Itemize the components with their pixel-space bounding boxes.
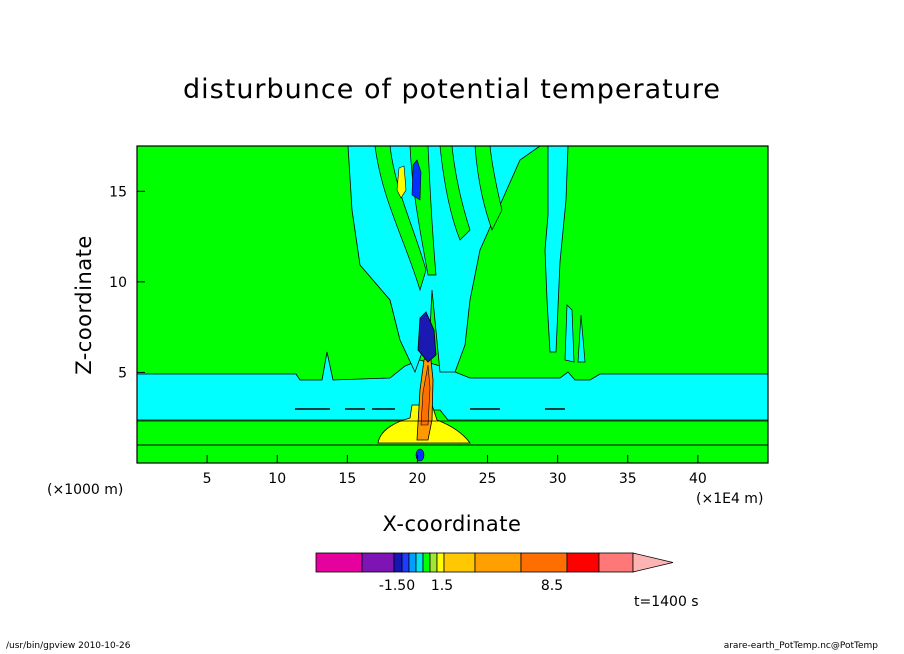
colorbar-segment bbox=[598, 552, 634, 573]
x-axis-scale-note: (×1E4 m) bbox=[696, 491, 764, 507]
colorbar-segment bbox=[401, 552, 410, 573]
colorbar-segment bbox=[474, 552, 522, 573]
x-tick-label: 40 bbox=[689, 471, 707, 487]
colorbar bbox=[315, 552, 674, 573]
y-axis-label: Z-coordinate bbox=[72, 235, 96, 375]
colorbar-segment bbox=[415, 552, 424, 573]
bottom-blue-blob bbox=[415, 448, 425, 462]
cold-tower bbox=[417, 311, 437, 363]
green-streaks bbox=[374, 146, 503, 292]
footer-left-text: /usr/bin/gpview 2010-10-26 bbox=[6, 641, 131, 651]
bottom-strip bbox=[137, 445, 768, 463]
yellow-blob-upper bbox=[396, 165, 407, 199]
colorbar-tick-label: 8.5 bbox=[541, 578, 563, 594]
x-axis-label: X-coordinate bbox=[382, 512, 522, 536]
colorbar-segment bbox=[520, 552, 568, 573]
x-tick-label: 35 bbox=[619, 471, 637, 487]
y-tick-label: 15 bbox=[109, 184, 127, 200]
plot-frame bbox=[136, 145, 769, 464]
contour-field bbox=[137, 146, 768, 463]
colorbar-segment bbox=[443, 552, 476, 573]
colorbar-segment bbox=[436, 552, 445, 573]
colorbar-labels: -1.50 1.5 8.5 bbox=[379, 578, 563, 594]
y-tick-label: 10 bbox=[109, 275, 127, 291]
colorbar-segment bbox=[361, 552, 395, 573]
cyan-spike-right bbox=[564, 304, 586, 363]
x-tick-label: 20 bbox=[409, 471, 427, 487]
y-axis-ticks: 5 10 15 bbox=[109, 184, 145, 381]
colorbar-tick-label: -1.50 bbox=[379, 578, 415, 594]
y-tick-label: 5 bbox=[118, 365, 127, 381]
colorbar-segment bbox=[422, 552, 431, 573]
x-axis-unit: (×1000 m) bbox=[47, 482, 124, 498]
cyan-horizontal-band bbox=[137, 351, 768, 421]
x-tick-label: 30 bbox=[549, 471, 567, 487]
colorbar-extend-arrow bbox=[632, 552, 674, 573]
colorbar-segment bbox=[566, 552, 600, 573]
colorbar-segment bbox=[429, 552, 438, 573]
x-tick-label: 5 bbox=[203, 471, 212, 487]
footer-right-text: arare-earth_PotTemp.nc@PotTemp bbox=[723, 641, 878, 651]
time-label: t=1400 s bbox=[634, 594, 699, 610]
x-axis-ticks: 5 10 15 20 25 30 35 40 bbox=[203, 455, 707, 487]
x-tick-label: 15 bbox=[338, 471, 356, 487]
warm-core-inner bbox=[420, 364, 431, 426]
colorbar-segment bbox=[408, 552, 417, 573]
colorbar-segment bbox=[393, 552, 403, 573]
colorbar-tick-label: 1.5 bbox=[431, 578, 453, 594]
x-tick-label: 25 bbox=[479, 471, 497, 487]
cold-tower-upper bbox=[411, 159, 422, 201]
x-tick-label: 10 bbox=[268, 471, 286, 487]
chart-title: disturbunce of potential temperature bbox=[183, 74, 721, 105]
colorbar-segment bbox=[315, 552, 363, 573]
